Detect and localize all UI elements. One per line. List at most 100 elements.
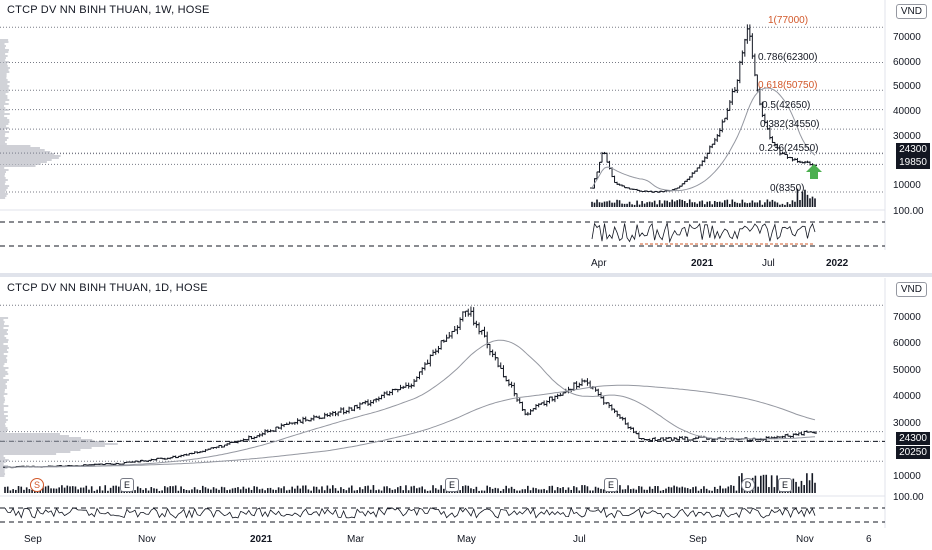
volume-bar	[711, 490, 713, 493]
volume-bar	[705, 488, 708, 493]
volume-bar	[602, 489, 605, 493]
volume-bar	[242, 486, 245, 493]
volume-bar	[112, 485, 115, 493]
daily-x-tick: Mar	[347, 534, 365, 545]
volume-bar	[631, 204, 633, 207]
volume-bar	[350, 485, 353, 493]
volume-bar	[96, 489, 98, 493]
weekly-chart-pane[interactable]: CTCP DV NN BINH THUAN, 1W, HOSE VND 7000…	[0, 0, 932, 272]
volume-bar	[291, 486, 293, 493]
volume-bar	[641, 201, 643, 207]
volume-bar	[518, 490, 521, 493]
weekly-x-tick: Apr	[591, 258, 607, 269]
volume-bar	[383, 486, 386, 493]
volume-bar	[150, 487, 153, 493]
volume-bar	[670, 487, 673, 493]
volume-bar	[52, 488, 55, 493]
volume-bar	[661, 203, 663, 207]
weekly-chart-canvas[interactable]	[0, 0, 932, 272]
volume-bar	[646, 202, 648, 207]
indicator-line	[591, 222, 816, 244]
volume-bar	[253, 486, 256, 493]
volume-bar	[806, 194, 809, 207]
volume-bar	[764, 202, 766, 207]
weekly-x-tick: 2022	[826, 258, 849, 269]
daily-x-tick: Jul	[573, 534, 586, 545]
event-marker-split[interactable]: S	[30, 478, 44, 492]
volume-bar	[711, 204, 714, 207]
volume-bar	[215, 488, 218, 493]
volume-bar	[231, 488, 234, 493]
volume-bar	[375, 490, 377, 493]
volume-bar	[696, 203, 699, 207]
event-marker-earnings[interactable]: E	[445, 478, 459, 492]
volume-bar	[624, 489, 627, 493]
volume-bar	[174, 485, 177, 493]
event-marker-earnings[interactable]: E	[120, 478, 134, 492]
event-marker-earnings[interactable]: E	[604, 478, 618, 492]
volume-bar	[768, 487, 770, 493]
pane-divider[interactable]	[0, 273, 932, 277]
volume-bar	[434, 488, 437, 493]
volume-bar	[196, 489, 199, 493]
volume-bar	[524, 489, 526, 493]
daily-x-tick: May	[457, 534, 476, 545]
volume-bar	[749, 202, 751, 207]
daily-x-tick: Nov	[138, 534, 156, 545]
volume-bar	[353, 490, 356, 493]
volume-bar	[806, 473, 808, 493]
weekly-y-tick: 60000	[893, 57, 921, 68]
daily-currency-badge[interactable]: VND	[895, 282, 927, 297]
volume-bar	[575, 487, 578, 493]
volume-bar	[480, 490, 483, 493]
volume-bar	[169, 486, 172, 493]
volume-bar	[508, 488, 510, 493]
volume-bar	[735, 490, 738, 493]
volume-bar	[556, 487, 559, 493]
volume-bar	[736, 202, 739, 207]
volume-bar	[548, 486, 551, 493]
volume-bar	[459, 490, 461, 493]
volume-bar	[760, 475, 762, 493]
volume-bar	[643, 489, 646, 493]
volume-bar	[418, 487, 421, 493]
daily-chart-pane[interactable]: CTCP DV NN BINH THUAN, 1D, HOSE VND 7000…	[0, 278, 932, 550]
volume-bar	[722, 488, 724, 493]
daily-y-tick: 60000	[893, 338, 921, 349]
volume-bar	[700, 488, 703, 493]
volume-bar	[724, 488, 727, 493]
volume-bar	[621, 203, 623, 207]
volume-bar	[218, 489, 220, 493]
volume-bar	[774, 201, 776, 207]
volume-bar	[28, 489, 31, 493]
volume-bar	[738, 476, 740, 493]
volume-bar	[598, 202, 601, 207]
event-marker-dividend[interactable]: D	[741, 478, 755, 492]
weekly-y-tick: 40000	[893, 106, 921, 117]
volume-bar	[264, 490, 266, 493]
event-marker-earnings[interactable]: E	[778, 478, 792, 492]
volume-bar	[61, 485, 63, 493]
volume-bar	[88, 489, 90, 493]
daily-indicator-tick: 100.00	[893, 492, 924, 503]
volume-bar	[407, 490, 410, 493]
volume-bar	[546, 490, 548, 493]
volume-bar	[443, 488, 445, 493]
volume-bar	[277, 487, 280, 493]
volume-bar	[701, 200, 704, 207]
volume-bar	[109, 487, 112, 493]
volume-bar	[90, 486, 93, 493]
volume-bar	[69, 486, 71, 493]
volume-bar	[315, 486, 318, 493]
daily-chart-canvas[interactable]	[0, 278, 932, 550]
volume-bar	[280, 488, 283, 493]
volume-bar	[666, 200, 668, 207]
volume-bar	[608, 200, 611, 207]
volume-bar	[497, 488, 499, 493]
weekly-price-tag-high: 24300	[896, 143, 930, 156]
volume-bar	[101, 490, 104, 493]
volume-bar	[681, 486, 684, 493]
volume-bar	[388, 488, 391, 493]
weekly-currency-badge[interactable]: VND	[895, 4, 927, 19]
volume-bar	[166, 487, 169, 493]
